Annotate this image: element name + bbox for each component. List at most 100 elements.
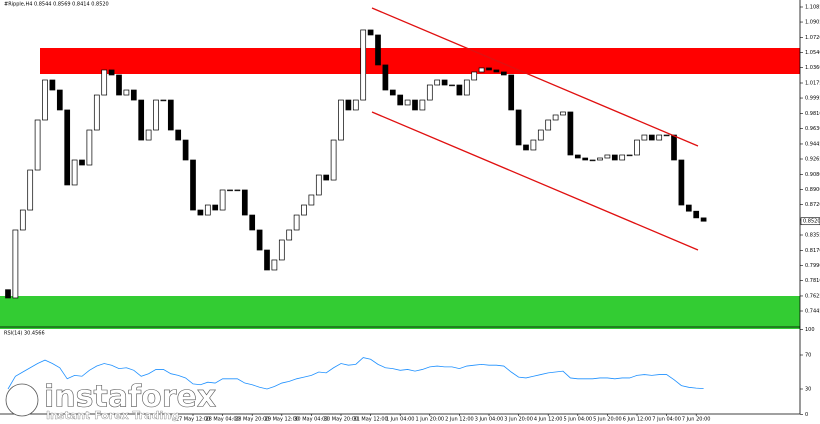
candle-body [567,111,574,156]
candle-body [278,239,285,261]
y-tick-label: 1.0720 [805,35,820,41]
rsi-tick-label: 0 [805,412,808,418]
x-tick-label: 27 May 12:00 [176,417,210,423]
candle-body [182,139,189,161]
watermark: instaforex Instant Forex Trading [5,379,217,422]
y-tick-label: 0.9995 [805,96,820,102]
x-tick-label: 7 Jun 20:00 [682,417,711,423]
candle-body [441,79,448,86]
support-zone [0,296,800,329]
candle-body [700,217,707,222]
candle-body [101,69,108,96]
channel-lower [371,111,699,251]
x-tick-label: 5 Jun 04:00 [564,417,593,423]
candle-body [471,71,478,81]
candle-body [204,204,211,216]
candle-body [71,159,78,186]
candle-body [671,134,677,161]
candle-body [434,79,441,86]
candle-body [138,99,145,141]
candle-body [449,84,455,87]
candle-body [412,99,418,111]
candle-body [508,74,515,111]
channel-upper [371,7,699,147]
x-tick-label: 3 Jun 20:00 [504,417,533,423]
candle-body [500,71,507,76]
rsi-tick-label: 100 [805,327,815,333]
rsi-tick-label: 30 [805,387,811,393]
candle-body [323,174,330,181]
candle-body [108,69,115,76]
candle-body [530,139,537,151]
candle-body [264,249,270,271]
candle-body [634,139,640,156]
candle-body [301,204,307,216]
candle-body [79,159,85,166]
y-tick-label: 1.0540 [805,50,820,56]
candle-body [397,94,404,106]
candle-body [34,119,41,171]
candle-body [604,154,611,159]
candle-body [597,157,603,161]
candle-body [197,209,204,216]
candle-body [227,189,233,192]
candle-body [545,119,552,131]
candle-body [663,134,670,137]
resistance-zone [40,48,800,74]
x-tick-label: 28 May 04:00 [205,417,239,423]
x-tick-label: 30 May 20:00 [324,417,358,423]
candle-body [338,99,344,141]
candle-body [486,67,492,71]
candle-body [12,229,19,299]
y-tick-label: 0.9445 [805,141,820,147]
chart-title: #Ripple,H4 0.8544 0.8569 0.8414 0.8520 [4,2,109,8]
candle-body [641,134,648,141]
candle-body [93,94,100,131]
y-tick-label: 1.0905 [805,20,820,26]
candle-body [352,99,359,111]
x-tick-label: 29 May 12:00 [265,417,299,423]
x-tick-label: 6 Jun 12:00 [623,417,652,423]
rsi-tick-label: 70 [805,353,811,359]
candle-body [493,69,500,73]
candle-body [256,229,263,251]
price-marker-box [800,217,820,226]
candle-body [685,204,692,212]
candle-body [153,99,159,131]
candle-body [5,289,11,299]
candle-body [478,67,485,73]
x-tick-label: 7 Jun 04:00 [652,417,681,423]
candle-body [626,154,633,157]
candle-body [456,84,463,96]
candle-body [523,144,529,151]
candle-body [27,169,34,211]
x-tick-label: 2 Jun 12:00 [445,417,474,423]
y-tick-label: 0.7445 [805,309,820,315]
candle-body [404,99,411,106]
candle-body [678,159,685,206]
candle-body [515,109,522,146]
candle-body [537,129,544,141]
candle-body [130,89,137,101]
candle-body [308,194,315,206]
candle-body [360,29,367,101]
candle-body [19,209,26,231]
candle-body [145,129,152,141]
candle-body [175,129,182,141]
candle-body [589,159,596,162]
candle-body [116,74,122,96]
watermark-tagline: Instant Forex Trading [46,409,179,422]
candle-body [212,204,219,211]
candle-body [345,99,352,111]
candle-body [648,134,655,141]
y-tick-label: 1.0175 [805,81,820,87]
candle-body [42,79,48,121]
